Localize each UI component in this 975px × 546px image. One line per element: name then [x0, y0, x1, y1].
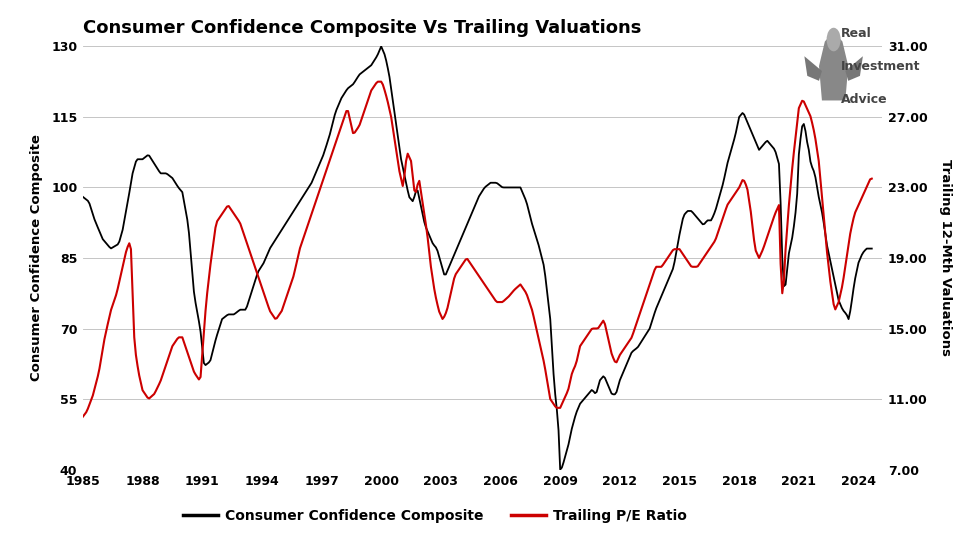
Polygon shape	[804, 56, 822, 81]
Y-axis label: Consumer Confidence Composite: Consumer Confidence Composite	[29, 134, 43, 382]
Text: Real: Real	[840, 27, 872, 40]
Text: Investment: Investment	[840, 60, 920, 73]
Text: Consumer Confidence Composite Vs Trailing Valuations: Consumer Confidence Composite Vs Trailin…	[83, 19, 642, 37]
Y-axis label: Trailing 12-Mth Valuations: Trailing 12-Mth Valuations	[939, 159, 952, 357]
Text: Advice: Advice	[840, 93, 887, 106]
Legend: Consumer Confidence Composite, Trailing P/E Ratio: Consumer Confidence Composite, Trailing …	[177, 503, 692, 528]
Polygon shape	[845, 56, 863, 81]
Circle shape	[827, 28, 840, 51]
Polygon shape	[819, 32, 848, 100]
